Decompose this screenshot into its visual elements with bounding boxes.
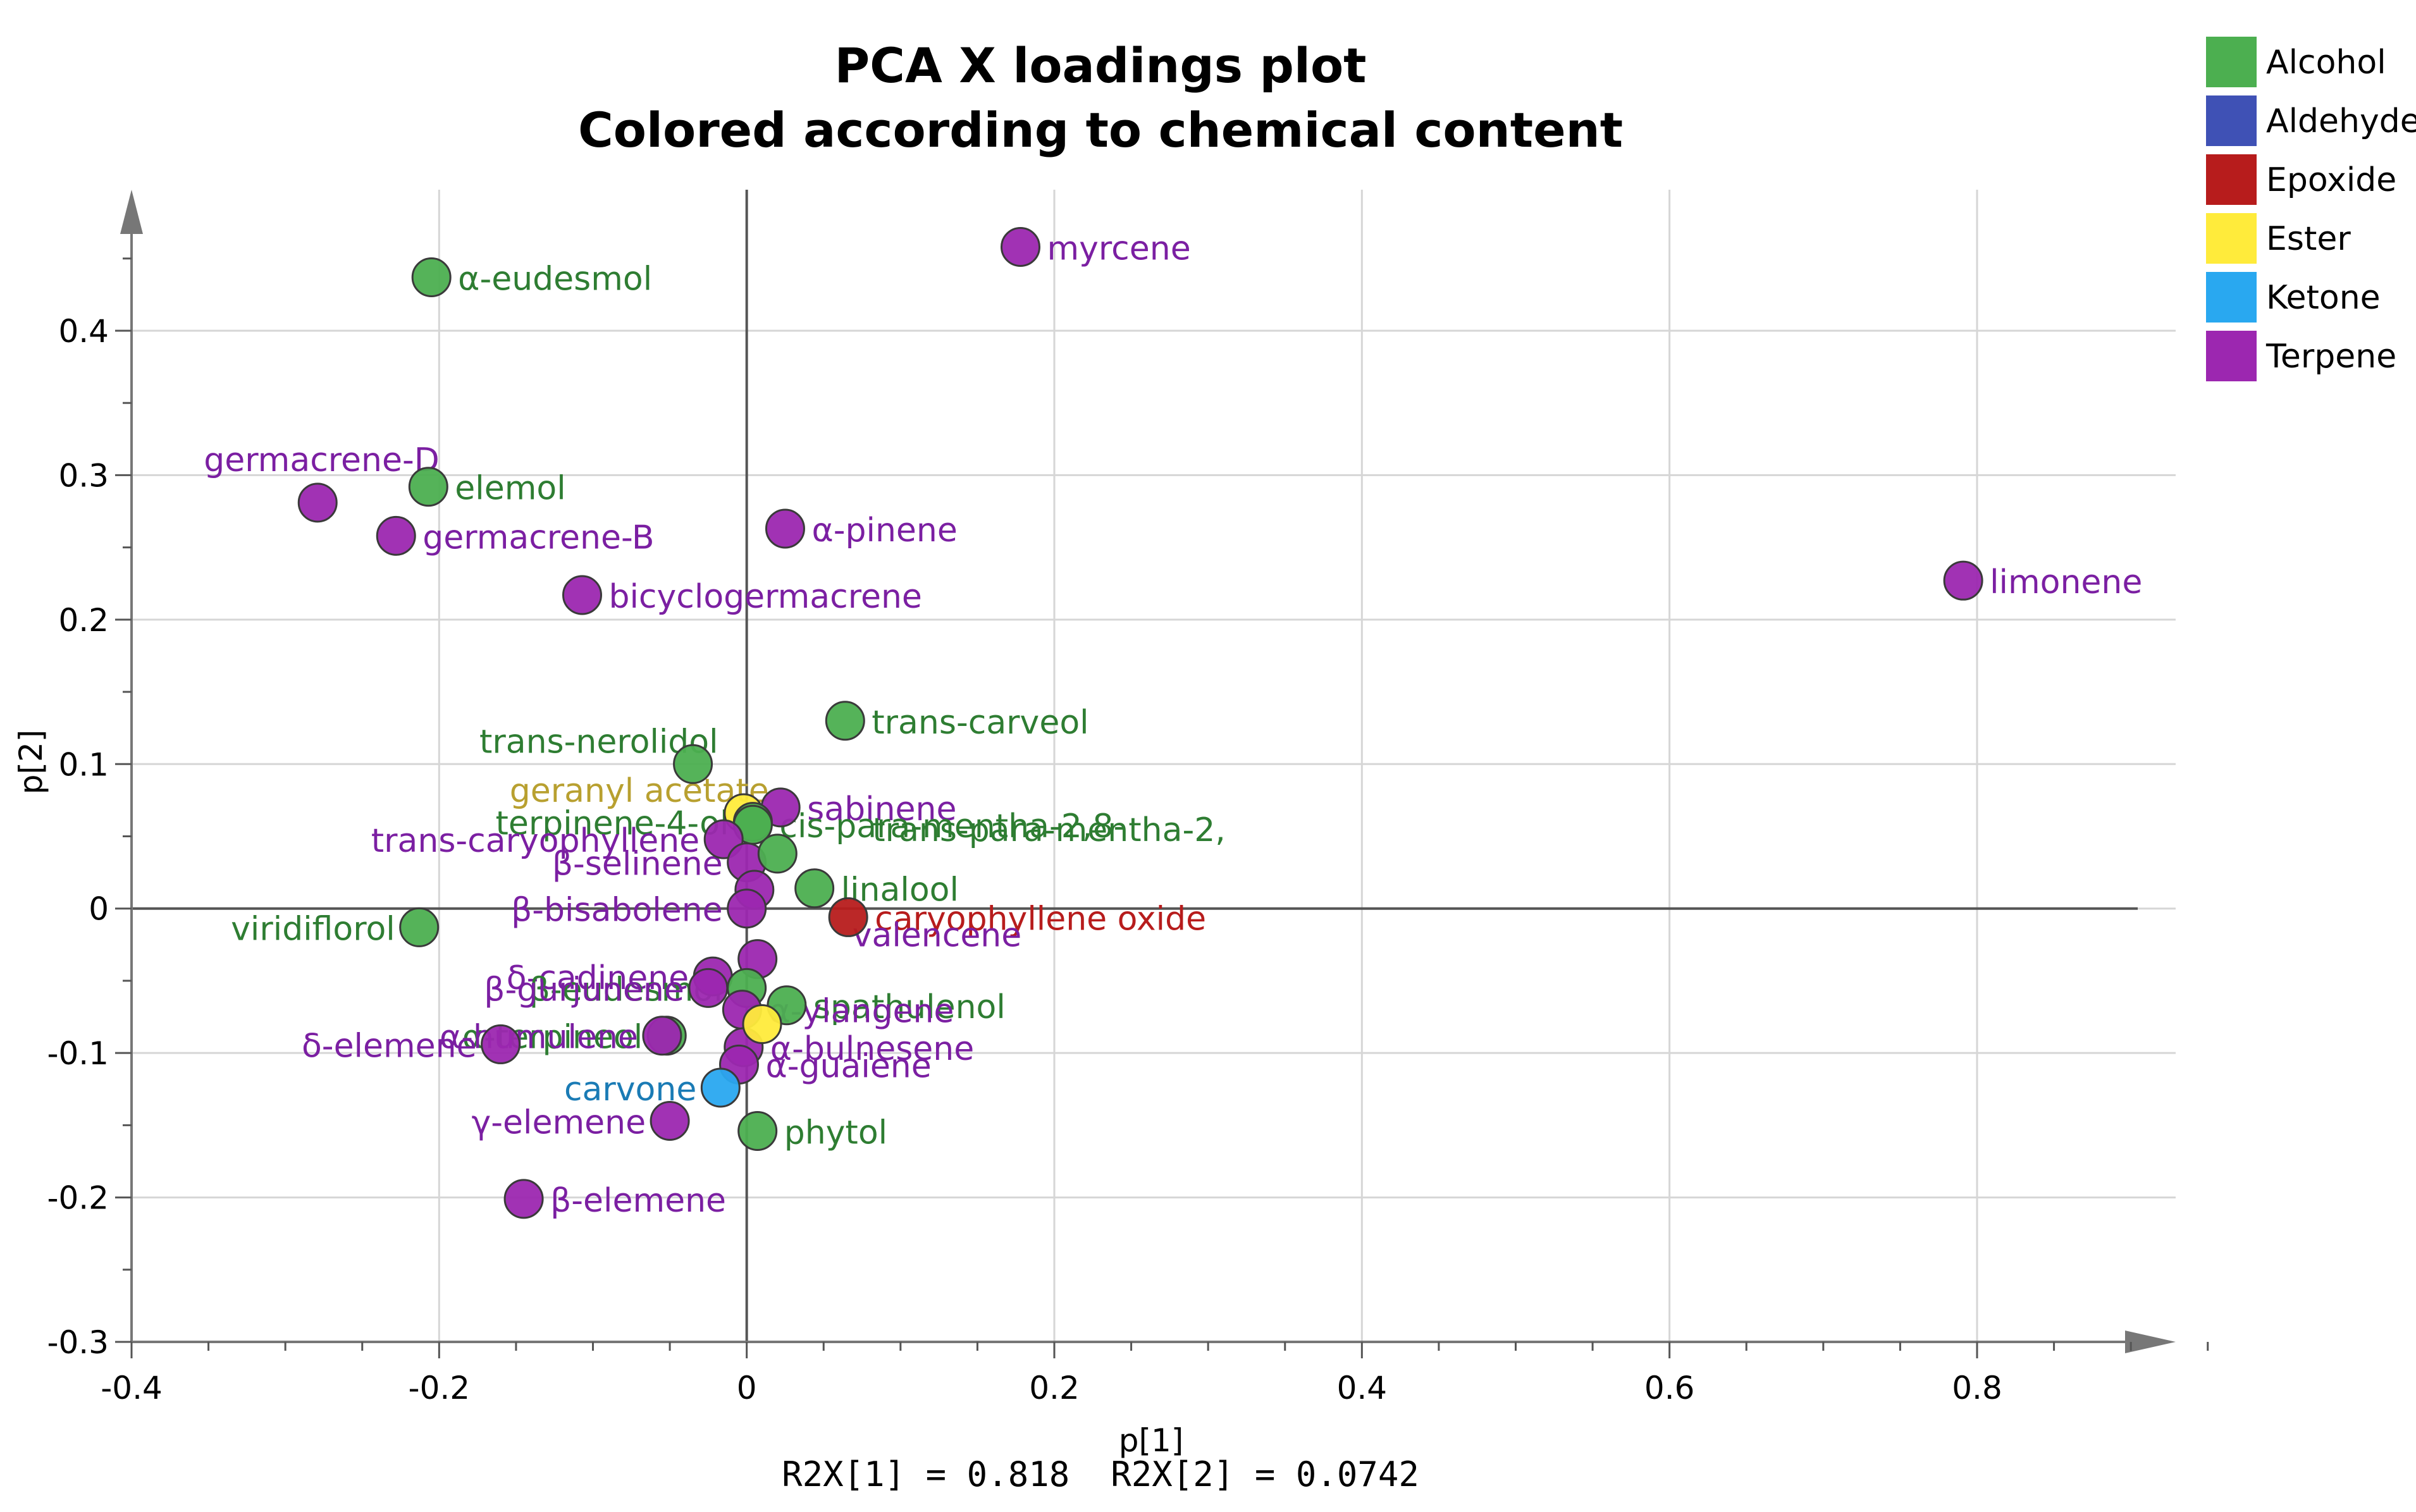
data-point-alcohol [408, 467, 448, 507]
data-point-terpene [1943, 560, 1983, 601]
data-point-alcohol [794, 868, 835, 909]
x-axis-arrowhead [2125, 1331, 2176, 1353]
point-label: trans-carveol [872, 704, 1088, 742]
point-label: germacrene-D [204, 441, 440, 479]
legend-label: Terpene [2265, 338, 2396, 376]
legend-swatch [2206, 272, 2257, 323]
y-axis-title: p[2] [13, 730, 49, 795]
data-point-epoxide [828, 897, 868, 937]
point-label: phytol [784, 1114, 887, 1152]
y-tick-label: -0.1 [47, 1035, 109, 1072]
point-label: myrcene [1047, 230, 1191, 268]
r2x-footnote: R2X[1] = 0.818 R2X[2] = 0.0742 [782, 1454, 1419, 1494]
data-point-terpene [765, 508, 805, 549]
x-axis-title: p[1] [1119, 1422, 1184, 1459]
data-point-terpene [727, 888, 767, 929]
data-point-alcohol [673, 744, 713, 784]
point-label: geranyl acetate [510, 772, 769, 810]
y-tick-label: 0.1 [58, 746, 109, 783]
chart-title: PCA X loadings plot [834, 37, 1366, 94]
point-label: limonene [1990, 563, 2142, 601]
legend-label: Ester [2266, 220, 2351, 258]
legend-swatch [2206, 37, 2257, 87]
chart-subtitle: Colored according to chemical content [578, 102, 1623, 158]
data-point-alcohol [737, 1110, 778, 1151]
x-tick-label: 0.8 [1952, 1370, 2002, 1406]
point-label: α-pinene [811, 512, 957, 550]
legend-swatch [2206, 331, 2257, 381]
point-label: terpinene-4-ol [495, 805, 729, 843]
data-point-terpene [642, 1016, 682, 1056]
data-point-ester [742, 1004, 782, 1044]
data-point-terpene [376, 515, 416, 556]
x-tick-label: 0 [737, 1370, 757, 1406]
legend-swatch [2206, 213, 2257, 264]
data-point-alcohol [825, 701, 865, 741]
data-point-terpene [562, 575, 602, 615]
data-point-alcohol [399, 907, 440, 947]
point-label: spathulenol [813, 988, 1006, 1026]
data-point-terpene [650, 1101, 690, 1141]
y-tick-label: 0.2 [58, 602, 109, 639]
point-label: elemol [455, 470, 565, 508]
grid-lines [132, 190, 2176, 1342]
x-tick-label: -0.4 [101, 1370, 163, 1406]
y-tick-label: -0.3 [47, 1324, 109, 1361]
legend-swatch [2206, 95, 2257, 146]
x-tick-label: 0.2 [1029, 1370, 1080, 1406]
data-point-alcohol [757, 833, 798, 874]
point-label: β-selinene [552, 845, 723, 883]
y-tick-label: 0 [89, 891, 109, 928]
legend: Alcohol Aldehyde Epoxide Ester Ketone Terpene [2206, 37, 2416, 381]
point-label: α-bulnesene [770, 1030, 974, 1068]
x-tick-label: 0.4 [1337, 1370, 1388, 1406]
x-tick-label: 0.6 [1644, 1370, 1695, 1406]
data-point-terpene [481, 1024, 521, 1064]
point-label: viridiflorol [231, 910, 395, 948]
point-label: β-bisabolene [511, 892, 723, 930]
y-tick-label: 0.3 [58, 457, 109, 494]
point-label: germacrene-B [422, 519, 654, 556]
data-point-terpene [688, 968, 729, 1008]
data-point-ketone [700, 1067, 741, 1108]
point-labels: α-eudesmol myrcene germacrene-D elemol germa… [204, 230, 2142, 1220]
point-label: trans-para-mentha-2, [872, 811, 1226, 849]
point-label: δ-cadinene [507, 959, 689, 997]
point-label: trans-caryophyllene [371, 822, 700, 860]
point-label: α-eudesmol [458, 260, 652, 298]
point-label: α-guaiene [766, 1047, 932, 1085]
y-tick-label: -0.2 [47, 1180, 109, 1217]
legend-label: Epoxide [2266, 161, 2396, 199]
y-tick-label: 0.4 [58, 313, 109, 350]
point-label: cis-para-mentha-2,8- [779, 808, 1125, 845]
legend-label: Ketone [2266, 279, 2381, 317]
point-label: bicyclogermacrene [608, 578, 921, 616]
data-point-alcohol [411, 257, 452, 297]
point-label: valencene [853, 917, 1022, 955]
data-points [297, 227, 1983, 1219]
data-point-terpene [297, 482, 338, 523]
legend-swatch [2206, 154, 2257, 205]
point-label: γ-elemene [472, 1104, 646, 1142]
data-point-terpene [1001, 227, 1041, 267]
axes: -0.4 -0.2 0 0.2 0.4 0.6 0.8 -0.3 -0.2 -0.1 0 0.1 0.2… [47, 190, 2209, 1406]
legend-label: Alcohol [2266, 44, 2386, 82]
point-label: β-gurjunene [484, 971, 684, 1009]
point-label: β-elemene [550, 1182, 726, 1220]
point-label: caryophyllene oxide [875, 900, 1206, 938]
y-axis-arrowhead [120, 190, 143, 234]
x-tick-label: -0.2 [409, 1370, 471, 1406]
point-label: sabinene [807, 790, 956, 828]
legend-label: Aldehyde [2266, 102, 2416, 140]
point-label: α-humulene [440, 1019, 638, 1057]
point-label: δ-elemene [302, 1027, 477, 1065]
data-point-terpene [503, 1179, 544, 1219]
